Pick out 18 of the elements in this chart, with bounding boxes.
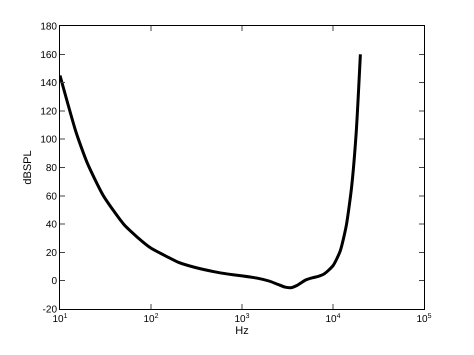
x-tick-label: 10$^{1}$ [52,312,68,325]
y-tick-label: 100 [40,134,58,146]
x-axis-title: Hz [235,325,249,338]
y-tick-label: 180 [40,22,58,32]
x-tick-label: 10$^{5}$ [416,312,432,325]
x-tick-label: 10$^{2}$ [143,312,159,325]
y-tick-label: 40 [46,220,58,231]
y-tick-label: 60 [46,191,58,202]
x-tick-label: 10$^{3}$ [234,312,250,325]
y-tick-label: 80 [46,163,58,174]
y-tick-label: 120 [40,106,58,118]
y-tick-label: 160 [40,50,58,61]
y-axis-title: dBSPL [22,150,34,185]
x-tick-label: 10$^{4}$ [325,312,341,325]
y-tick-label: 20 [46,248,58,259]
y-tick-label: 140 [40,78,58,90]
y-tick-label: 0 [51,276,58,288]
y-tick-label: -20 [42,304,58,316]
